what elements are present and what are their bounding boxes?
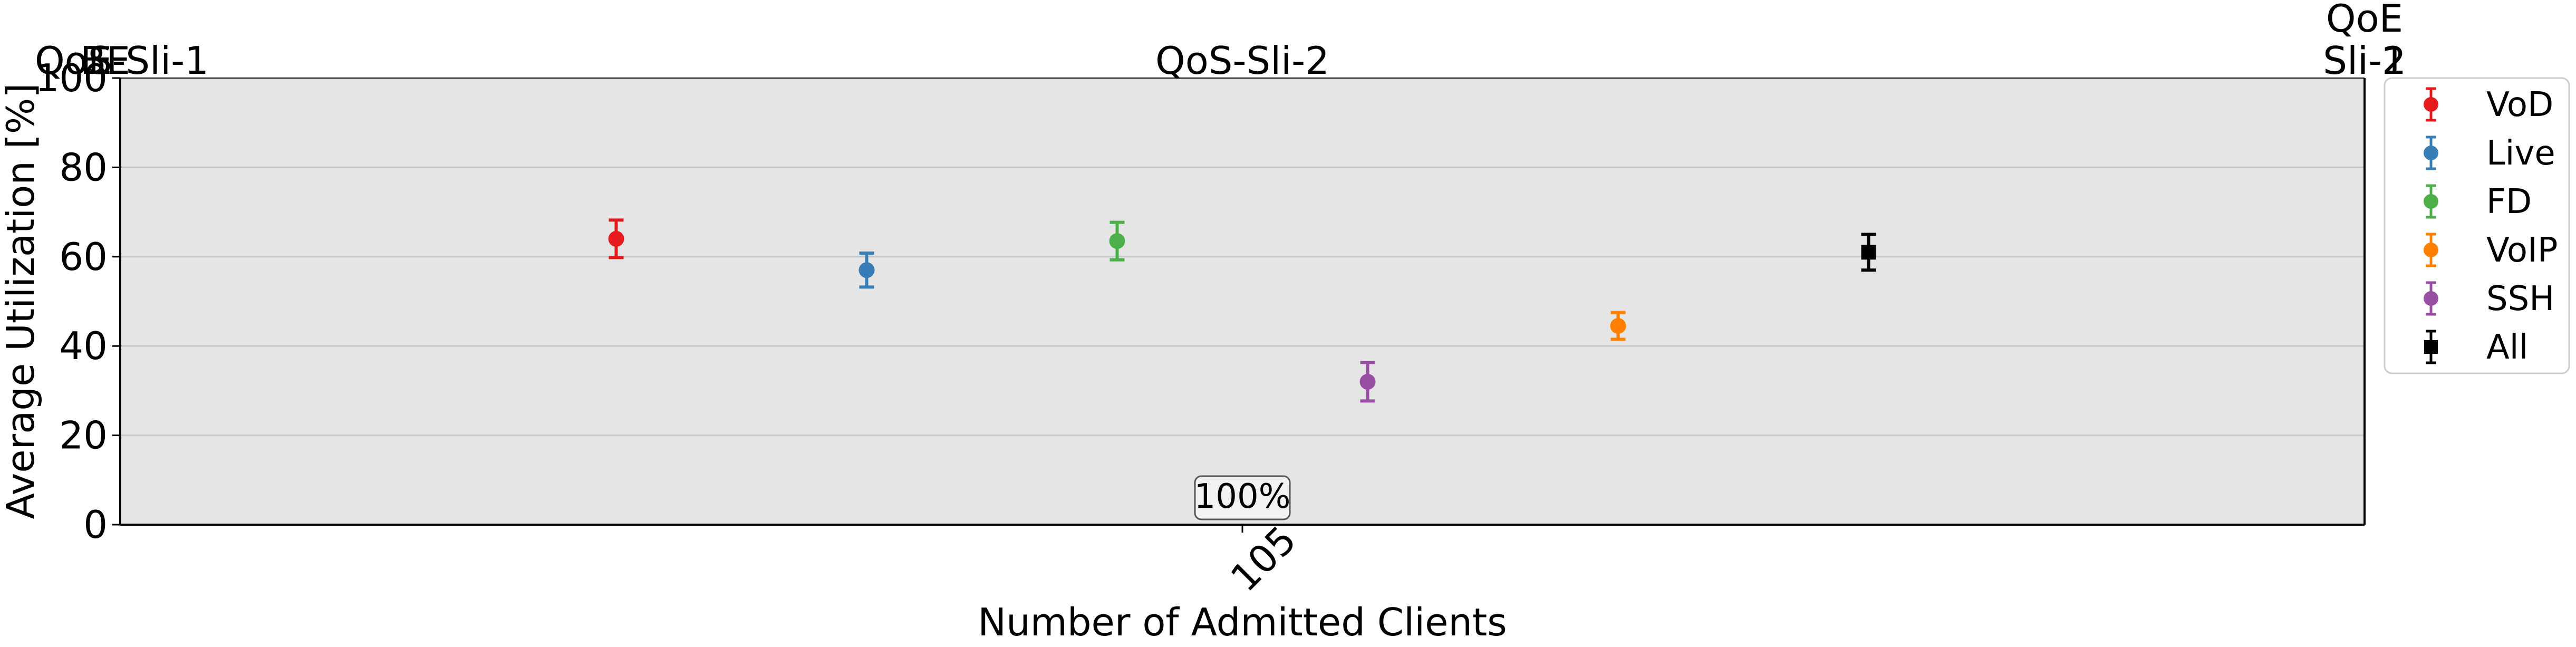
legend-item-live: Live bbox=[2424, 134, 2555, 173]
legend-marker bbox=[2424, 146, 2438, 160]
legend-item-ssh: SSH bbox=[2424, 279, 2554, 318]
y-tick-label: 20 bbox=[59, 413, 108, 458]
legend-marker bbox=[2424, 340, 2438, 354]
legend-label: FD bbox=[2486, 182, 2532, 221]
y-tick-label: 60 bbox=[59, 235, 108, 279]
data-points bbox=[608, 218, 1876, 403]
top-label-qos-sli-1: QoS-Sli-1 bbox=[35, 38, 209, 83]
marker bbox=[1359, 373, 1376, 390]
top-label-sli-1-right: Sli-1 bbox=[2323, 38, 2406, 83]
top-label-qoe-left: QoE bbox=[35, 38, 112, 83]
legend-label: VoD bbox=[2486, 85, 2553, 124]
y-tick-label: 0 bbox=[83, 503, 108, 547]
plot-area bbox=[120, 78, 2365, 525]
data-point-voip bbox=[1610, 311, 1626, 341]
y-tick-label: 100 bbox=[35, 56, 108, 100]
legend-item-vod: VoD bbox=[2424, 85, 2553, 124]
top-label-qoe-right: QoE bbox=[2326, 0, 2403, 41]
legend-item-voip: VoIP bbox=[2424, 231, 2558, 270]
annotation-text: 100% bbox=[1194, 477, 1291, 516]
y-axis-ticks: 0 20 40 60 80 100 bbox=[35, 56, 120, 547]
x-tick-label: 105 bbox=[1222, 517, 1305, 600]
y-axis-title: Average Utilization [%] bbox=[0, 83, 43, 519]
data-point-vod bbox=[608, 218, 624, 259]
legend-label: SSH bbox=[2486, 279, 2554, 318]
marker bbox=[1109, 233, 1125, 249]
top-label-qos-sli-2: QoS-Sli-2 bbox=[1155, 38, 1329, 83]
legend-marker bbox=[2424, 243, 2438, 257]
percentage-annotation: 100% bbox=[1194, 475, 1291, 520]
legend-label: All bbox=[2486, 328, 2528, 367]
x-axis-title: Number of Admitted Clients bbox=[978, 600, 1507, 644]
top-label-be-left: BE bbox=[80, 38, 130, 83]
data-point-live bbox=[858, 252, 875, 289]
marker bbox=[1861, 245, 1876, 260]
legend-label: Live bbox=[2486, 134, 2555, 173]
y-tick-label: 80 bbox=[59, 145, 108, 189]
data-point-all bbox=[1861, 233, 1876, 272]
marker bbox=[858, 262, 875, 278]
data-point-ssh bbox=[1359, 361, 1376, 403]
top-label-sli-2-right: Sli-2 bbox=[2323, 38, 2406, 83]
legend: VoD Live FD VoIP SSH All bbox=[2384, 77, 2570, 374]
legend-marker bbox=[2424, 97, 2438, 112]
legend-label: VoIP bbox=[2486, 231, 2558, 270]
grid-lines bbox=[120, 166, 2365, 437]
marker bbox=[608, 230, 624, 247]
legend-item-fd: FD bbox=[2424, 182, 2532, 221]
legend-marker bbox=[2424, 291, 2438, 306]
data-point-fd bbox=[1109, 220, 1125, 262]
y-tick-label: 40 bbox=[59, 324, 108, 368]
legend-marker bbox=[2424, 194, 2438, 209]
marker bbox=[1610, 318, 1626, 334]
legend-item-all: All bbox=[2424, 328, 2528, 367]
